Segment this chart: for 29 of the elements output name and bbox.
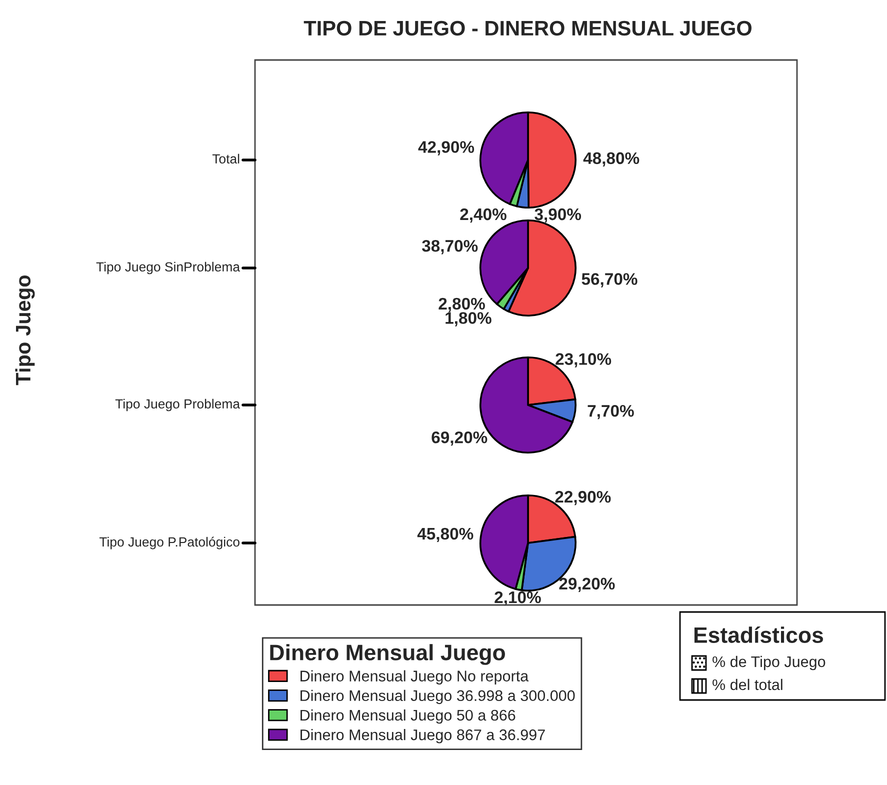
- legend-label: Dinero Mensual Juego No reporta: [300, 670, 529, 684]
- data-label: 69,20%: [432, 431, 488, 446]
- text: % del total: [712, 678, 782, 690]
- data-label: 56,70%: [582, 273, 638, 288]
- text: % de Tipo Juego: [712, 656, 826, 670]
- data-label: 7,70%: [588, 404, 634, 420]
- data-label: 2,10%: [494, 591, 541, 606]
- data-label: 38,70%: [422, 240, 478, 254]
- text: Estadísticos: [694, 626, 824, 643]
- text: Tipo Juego P.Patológico: [99, 536, 240, 550]
- legend-label: Dinero Mensual Juego 50 a 866: [300, 709, 516, 724]
- legend-label: Dinero Mensual Juego 36.998 a 300.000: [300, 690, 575, 704]
- data-label: 48,80%: [583, 152, 640, 167]
- data-label: 2,80%: [438, 298, 485, 312]
- data-label: 23,10%: [556, 353, 612, 368]
- text: Total: [212, 154, 240, 164]
- data-label: 1,80%: [446, 312, 492, 326]
- text: Tipo Juego Problema: [115, 398, 240, 412]
- chart-title: TIPO DE JUEGO - DINERO MENSUAL JUEGO: [304, 20, 752, 36]
- data-label: 29,20%: [559, 578, 615, 592]
- data-label: 2,40%: [460, 208, 506, 223]
- legend-title: Dinero Mensual Juego: [270, 644, 505, 665]
- legend-label: Dinero Mensual Juego 867 a 36.997: [300, 729, 545, 744]
- text: Tipo Juego SinProblema: [96, 262, 240, 274]
- data-label: 3,90%: [534, 208, 582, 223]
- data-label: 42,90%: [418, 141, 474, 156]
- data-label: 22,90%: [555, 490, 611, 506]
- text: Tipo Juego: [15, 275, 35, 386]
- data-label: 45,80%: [417, 528, 474, 542]
